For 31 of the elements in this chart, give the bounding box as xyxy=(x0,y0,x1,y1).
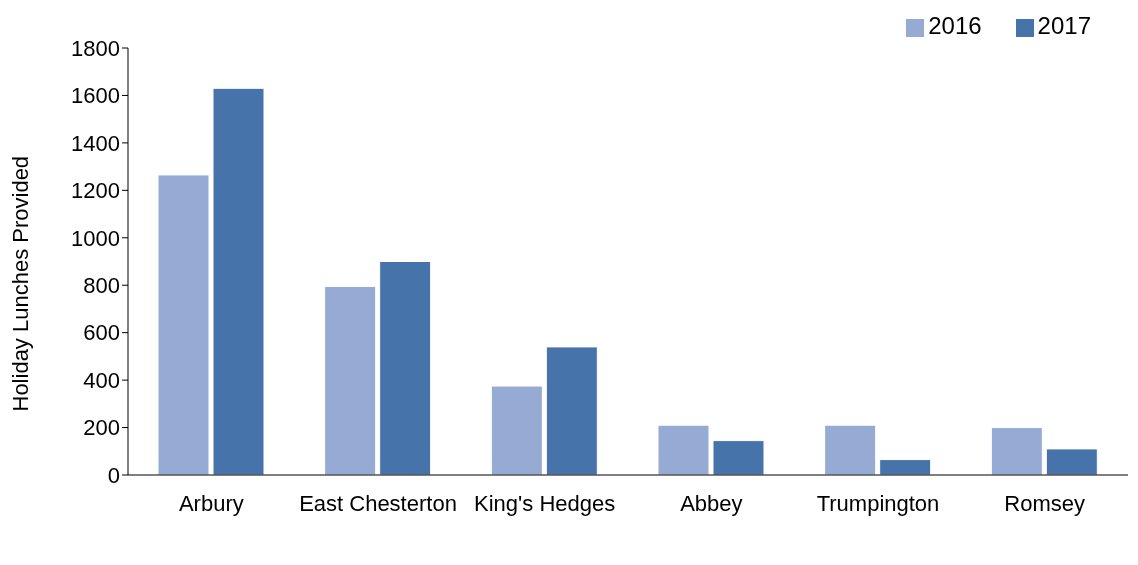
bar xyxy=(545,346,598,475)
y-axis-title: Holiday Lunches Provided xyxy=(7,155,33,412)
bar xyxy=(879,459,932,475)
bar xyxy=(824,424,877,475)
bar xyxy=(324,285,377,475)
bar xyxy=(212,87,265,475)
bar xyxy=(490,385,543,475)
y-tick-label: 400 xyxy=(83,367,120,393)
x-tick-label: Arbury xyxy=(178,490,244,516)
y-tick-label: 1200 xyxy=(71,178,120,204)
x-tick-label: Trumpington xyxy=(816,490,940,516)
bar xyxy=(712,440,765,475)
y-tick-label: 1600 xyxy=(71,83,120,109)
x-tick-label: East Chesterton xyxy=(299,490,457,516)
bar xyxy=(1045,448,1098,475)
y-tick-label: 1400 xyxy=(71,130,120,156)
bar xyxy=(657,424,710,475)
y-tick-label: 1800 xyxy=(71,35,120,61)
y-tick-label: 800 xyxy=(83,273,120,299)
x-tick-label: Abbey xyxy=(680,490,743,516)
bar xyxy=(379,261,432,475)
x-tick-label: Romsey xyxy=(1004,490,1086,516)
y-tick-label: 600 xyxy=(83,320,120,346)
legend-label: 2017 xyxy=(1037,12,1091,39)
x-tick-label: King's Hedges xyxy=(474,490,616,516)
y-tick-label: 200 xyxy=(83,415,120,441)
y-tick-label: 0 xyxy=(107,462,120,488)
bar xyxy=(990,427,1043,475)
legend-label: 2016 xyxy=(928,12,982,39)
y-tick-label: 1000 xyxy=(71,225,120,251)
bar xyxy=(157,174,210,475)
